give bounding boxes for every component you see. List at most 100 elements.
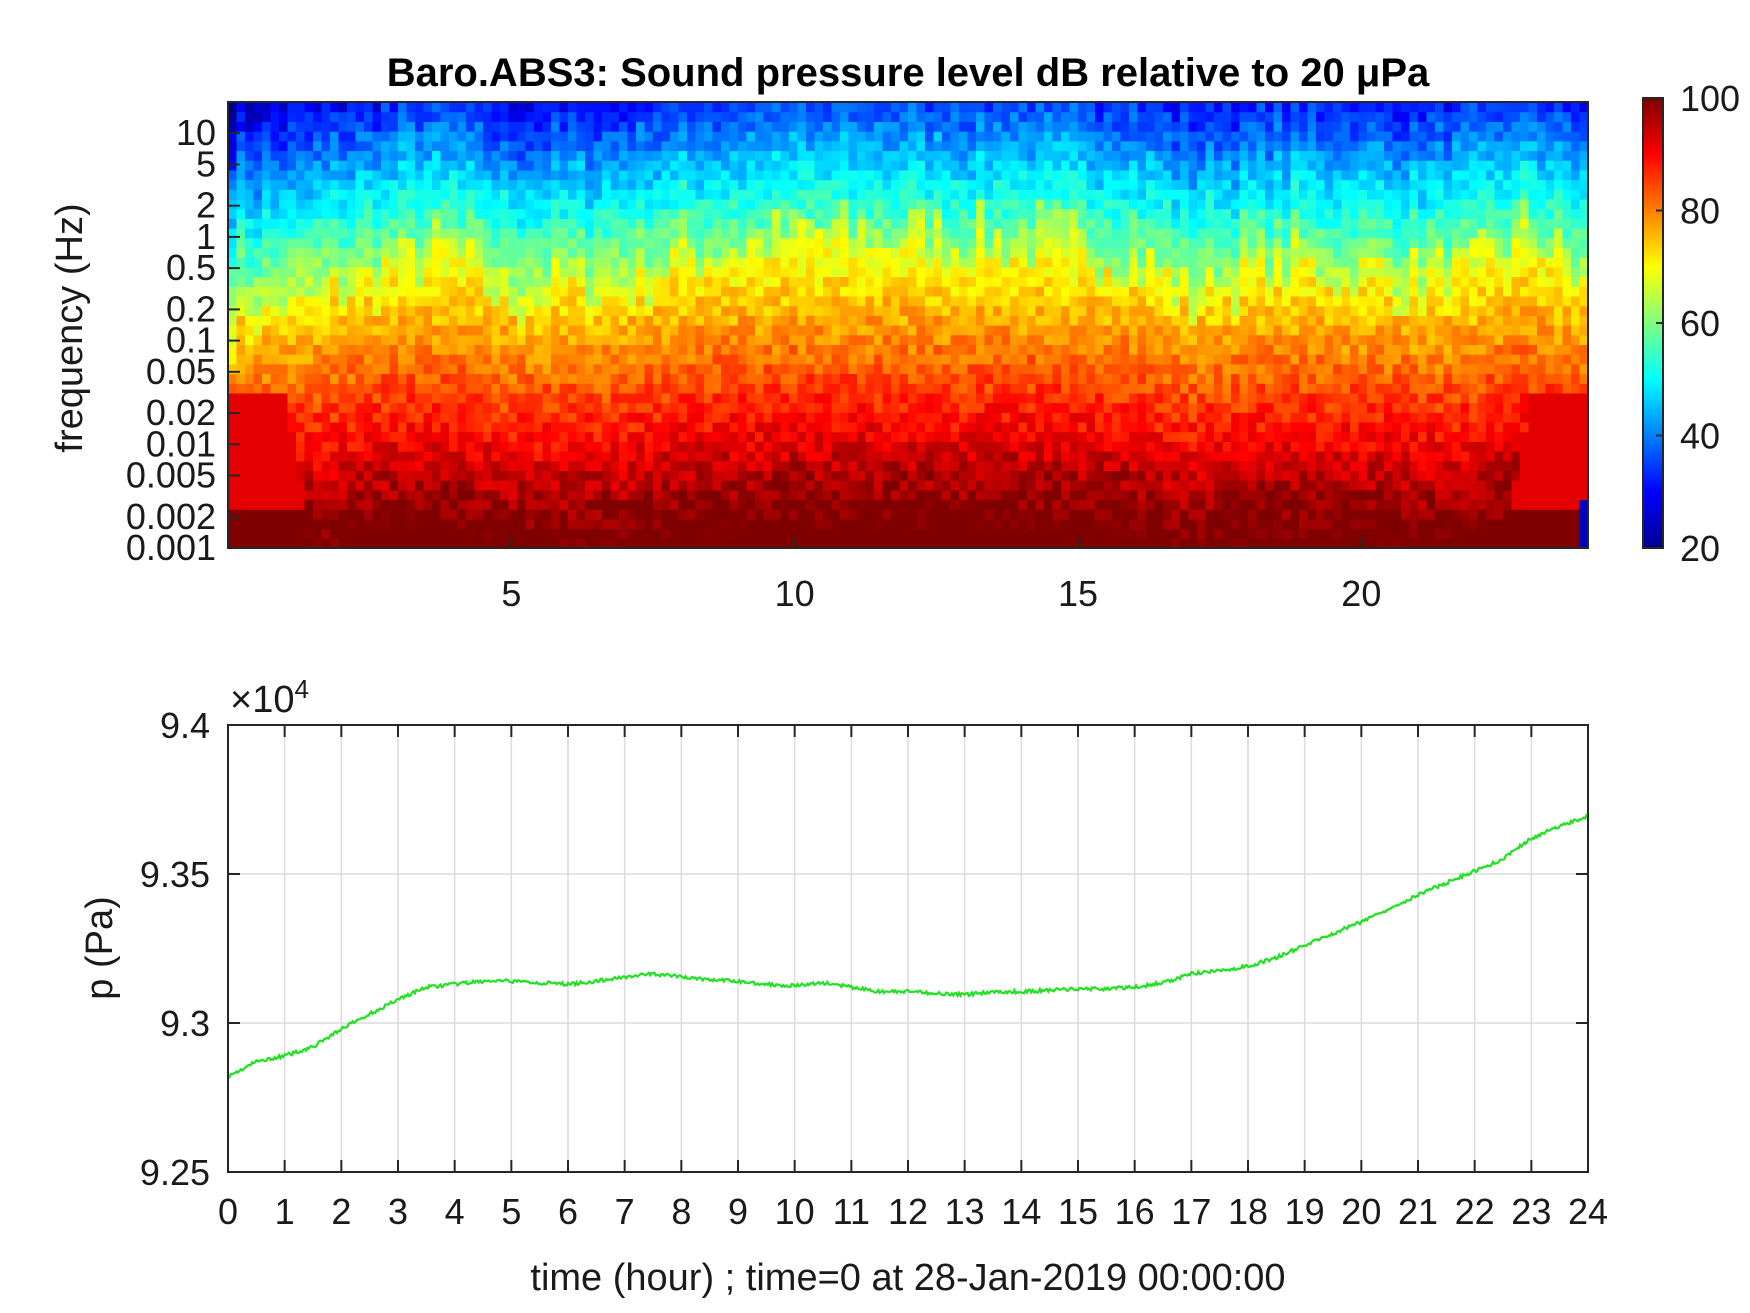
spectrogram-cell bbox=[687, 538, 697, 548]
spectrogram-cell bbox=[415, 276, 425, 287]
spectrogram-cell bbox=[245, 140, 255, 152]
spectrogram-cell bbox=[347, 509, 357, 520]
spectrogram-cell bbox=[1001, 383, 1011, 394]
spectrogram-cell bbox=[899, 334, 909, 345]
spectrogram-cell bbox=[483, 402, 493, 413]
spectrogram-cell bbox=[746, 111, 756, 122]
spectrogram-cell bbox=[959, 228, 969, 239]
spectrogram-cell bbox=[933, 528, 943, 539]
spectrogram-cell bbox=[882, 102, 892, 113]
spectrogram-cell bbox=[483, 305, 493, 316]
spectrogram-cell bbox=[857, 179, 867, 190]
chart-title: Baro.ABS3: Sound pressure level dB relat… bbox=[387, 51, 1430, 95]
spectrogram-cell bbox=[1095, 276, 1105, 287]
spectrogram-cell bbox=[1010, 334, 1020, 345]
spectrogram-cell bbox=[1120, 228, 1130, 239]
spectrogram-cell bbox=[228, 102, 238, 113]
spectrogram-cell bbox=[466, 480, 476, 491]
spectrogram-cell bbox=[1103, 131, 1113, 142]
spectrogram-cell bbox=[704, 344, 714, 355]
spectrogram-cell bbox=[721, 295, 731, 307]
spectrogram-cell bbox=[823, 305, 833, 316]
spectrogram-cell bbox=[364, 150, 374, 161]
spectrogram-cell bbox=[933, 354, 943, 365]
spectrogram-cell bbox=[253, 276, 263, 287]
spectrogram-cell bbox=[823, 354, 833, 365]
spectrogram-cell bbox=[542, 131, 552, 142]
spectrogram-cell bbox=[542, 480, 552, 491]
spectrogram-cell bbox=[1129, 363, 1139, 375]
spectrogram-cell bbox=[789, 421, 799, 433]
spectrogram-cell bbox=[882, 237, 892, 249]
spectrogram-cell bbox=[899, 528, 909, 539]
spectrogram-cell bbox=[857, 334, 867, 345]
spectrogram-cell bbox=[542, 509, 552, 520]
spectrogram-cell bbox=[610, 344, 620, 355]
spectrogram-cell bbox=[1120, 431, 1130, 442]
spectrogram-cell bbox=[304, 198, 314, 210]
spectrogram-cell bbox=[1078, 412, 1088, 423]
spectrogram-cell bbox=[372, 363, 382, 375]
spectrogram-cell bbox=[772, 257, 782, 268]
spectrogram-cell bbox=[933, 480, 943, 491]
spectrogram-cell bbox=[262, 480, 272, 491]
spectrogram-cell bbox=[738, 247, 748, 258]
spectrogram-cell bbox=[1018, 102, 1028, 113]
spectrogram-cell bbox=[993, 140, 1003, 152]
spectrogram-cell bbox=[466, 121, 476, 132]
spectrogram-cell bbox=[432, 354, 442, 365]
spectrogram-cell bbox=[772, 131, 782, 142]
spectrogram-cell bbox=[389, 480, 399, 491]
spectrogram-cell bbox=[585, 160, 595, 171]
spectrogram-cell bbox=[1103, 499, 1113, 510]
spectrogram-cell bbox=[874, 160, 884, 171]
spectrogram-cell bbox=[236, 257, 246, 268]
spectrogram-cell bbox=[330, 247, 340, 258]
spectrogram-cell bbox=[406, 431, 416, 442]
spectrogram-cell bbox=[1035, 160, 1045, 171]
spectrogram-cell bbox=[678, 412, 688, 423]
spectrogram-cell bbox=[491, 509, 501, 520]
spectrogram-cell bbox=[398, 470, 408, 481]
spectrogram-cell bbox=[559, 509, 569, 520]
spectrogram-cell bbox=[687, 373, 697, 384]
spectrogram-cell bbox=[423, 121, 433, 132]
spectrogram-cell bbox=[449, 208, 459, 219]
spectrogram-cell bbox=[789, 111, 799, 122]
spectrogram-cell bbox=[304, 315, 314, 326]
spectrogram-cell bbox=[908, 218, 918, 229]
spectrogram-cell bbox=[253, 286, 263, 297]
spectrogram-cell bbox=[534, 266, 544, 278]
spectrogram-cell bbox=[610, 257, 620, 268]
spectrogram-cell bbox=[950, 451, 960, 462]
spectrogram-cell bbox=[296, 237, 306, 249]
spectrogram-cell bbox=[466, 518, 476, 530]
spectrogram-cell bbox=[1035, 276, 1045, 287]
spectrogram-cell bbox=[806, 538, 816, 548]
spectrogram-cell bbox=[772, 518, 782, 530]
spectrogram-cell bbox=[1078, 286, 1088, 297]
spectrogram-cell bbox=[508, 421, 518, 433]
spectrogram-cell bbox=[729, 160, 739, 171]
spectrogram-cell bbox=[984, 160, 994, 171]
spectrogram-cell bbox=[287, 383, 297, 394]
spectrogram-cell bbox=[415, 363, 425, 375]
spectrogram-cell bbox=[942, 198, 952, 210]
spectrogram-cell bbox=[865, 160, 875, 171]
spectrogram-cell bbox=[576, 247, 586, 258]
spectrogram-cell bbox=[602, 189, 612, 200]
spectrogram-cell bbox=[789, 169, 799, 181]
spectrogram-cell bbox=[568, 111, 578, 122]
spectrogram-cell bbox=[1001, 392, 1011, 404]
spectrogram-cell bbox=[432, 276, 442, 287]
spectrogram-cell bbox=[559, 160, 569, 171]
spectrogram-cell bbox=[457, 402, 467, 413]
spectrogram-cell bbox=[245, 538, 255, 548]
spectrogram-cell bbox=[474, 140, 484, 152]
spectrogram-cell bbox=[287, 315, 297, 326]
spectrogram-cell bbox=[797, 528, 807, 539]
spectrogram-cell bbox=[644, 441, 654, 452]
spectrogram-cell bbox=[831, 121, 841, 132]
spectrogram-cell bbox=[1095, 121, 1105, 132]
spectrogram-cell bbox=[483, 373, 493, 384]
